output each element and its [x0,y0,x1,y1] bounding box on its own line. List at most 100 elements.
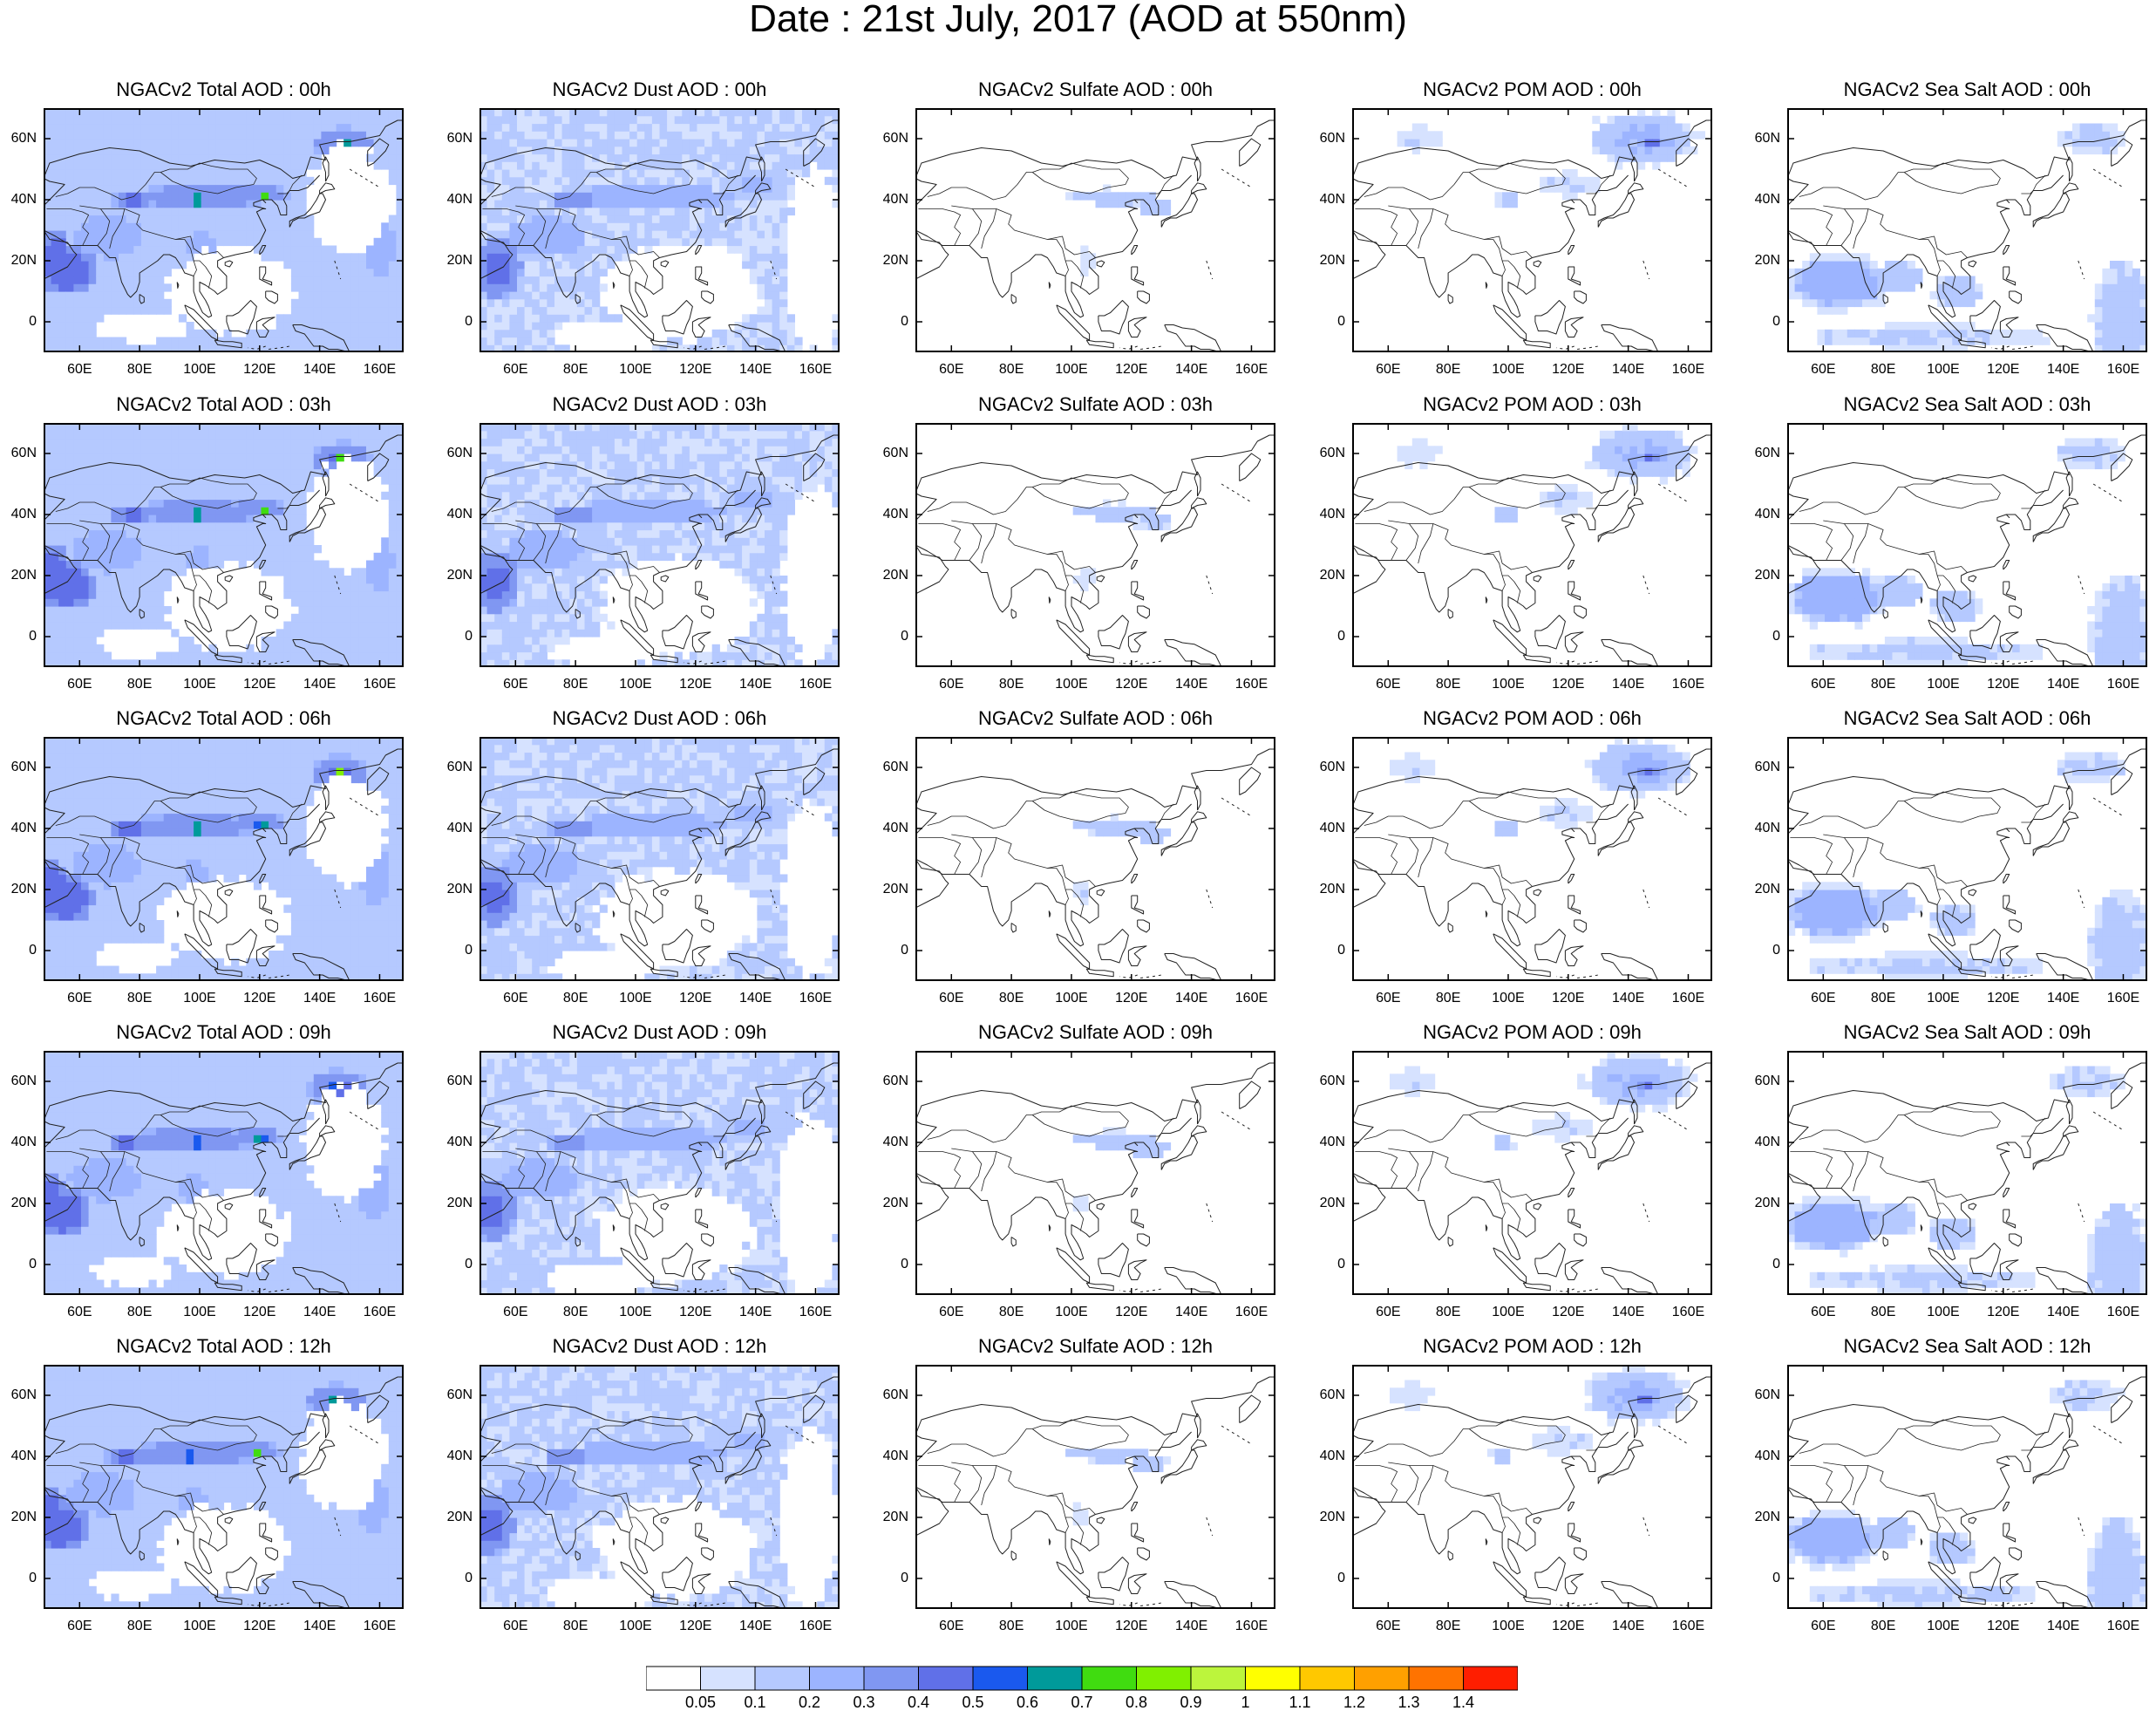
lon-tick-label: 140E [2042,363,2085,377]
aod-map-sea-salt-12h [1787,1365,2147,1609]
colorbar-swatch [864,1667,919,1690]
aod-field [1065,185,1171,277]
colorbar-tick-label: 1.1 [1274,1694,1326,1710]
lon-tick-label: 100E [178,1619,221,1633]
aod-map-sulfate-09h [915,1051,1275,1295]
lon-tick-label: 100E [178,992,221,1005]
axis-ticks [915,108,1275,352]
aod-map-total-09h [44,1051,404,1295]
lat-tick-label: 0 [436,1258,473,1271]
lat-tick-label: 60N [0,132,37,146]
aod-field [1398,423,1698,522]
lat-tick-label: 60N [1744,446,1780,460]
panel-title: NGACv2 POM AOD : 00h [1335,78,1730,101]
lat-tick-label: 40N [0,1449,37,1463]
lon-tick-label: 120E [1547,1305,1590,1319]
lon-tick-label: 120E [238,1305,282,1319]
lat-tick-label: 20N [0,1510,37,1524]
panel-title: NGACv2 Sulfate AOD : 09h [898,1021,1293,1044]
lat-tick-label: 60N [872,446,908,460]
lon-tick-label: 80E [554,1305,597,1319]
panel-title: NGACv2 Sea Salt AOD : 12h [1770,1335,2156,1358]
lon-tick-label: 80E [990,678,1033,692]
lon-tick-label: 140E [734,1305,778,1319]
lon-tick-label: 80E [990,1619,1033,1633]
lat-tick-label: 20N [1744,1196,1780,1210]
lon-tick-label: 120E [674,1305,718,1319]
lat-tick-label: 60N [1744,1388,1780,1402]
colorbar-tick-label: 1.2 [1329,1694,1381,1710]
lon-tick-label: 60E [1366,363,1410,377]
coastlines [915,435,1275,667]
lon-tick-label: 100E [178,678,221,692]
lon-tick-label: 60E [1366,678,1410,692]
lon-tick-label: 140E [1607,1305,1650,1319]
lat-tick-label: 0 [0,1258,37,1271]
lon-tick-label: 160E [793,1619,837,1633]
colorbar-swatch [1028,1667,1083,1690]
lon-tick-label: 160E [357,992,401,1005]
coastlines [915,749,1275,981]
lon-tick-label: 60E [493,678,537,692]
lat-tick-label: 0 [1744,944,1780,958]
lon-tick-label: 80E [1426,1305,1470,1319]
colorbar-swatch [1191,1667,1246,1690]
lon-tick-label: 100E [1050,992,1093,1005]
lat-tick-label: 20N [872,883,908,896]
lon-tick-label: 160E [357,678,401,692]
lon-tick-label: 60E [493,1619,537,1633]
lat-tick-label: 20N [436,1196,473,1210]
lon-tick-label: 80E [554,1619,597,1633]
map-frame [916,1366,1275,1608]
lat-tick-label: 40N [1744,821,1780,835]
lat-tick-label: 0 [1309,944,1345,958]
colorbar-tick-label: 0.5 [947,1694,999,1710]
lon-tick-label: 100E [614,1619,657,1633]
lon-tick-label: 60E [929,1619,973,1633]
lon-tick-label: 120E [1982,363,2025,377]
lat-tick-label: 20N [1309,1196,1345,1210]
aod-map-pom-00h [1352,108,1712,352]
panel-title: NGACv2 Sulfate AOD : 12h [898,1335,1293,1358]
lat-tick-label: 40N [1309,1449,1345,1463]
lon-tick-label: 120E [1982,992,2025,1005]
lat-tick-label: 60N [872,132,908,146]
lat-tick-label: 20N [1744,1510,1780,1524]
lat-tick-label: 40N [1309,821,1345,835]
lon-tick-label: 60E [58,1305,101,1319]
lon-tick-label: 140E [1170,1305,1214,1319]
aod-field [479,108,840,352]
colorbar-tick-label: 1 [1220,1694,1272,1710]
aod-field [1398,108,1705,208]
panel-title: NGACv2 POM AOD : 12h [1335,1335,1730,1358]
colorbar-swatch [701,1667,756,1690]
lon-tick-label: 60E [58,992,101,1005]
lat-tick-label: 0 [872,630,908,644]
aod-field [1787,1380,2147,1610]
lat-tick-label: 40N [1309,1135,1345,1149]
map-frame [916,738,1275,980]
lat-tick-label: 20N [872,254,908,268]
aod-map-pom-09h [1352,1051,1712,1295]
aod-map-dust-09h [479,1051,840,1295]
lon-tick-label: 80E [1861,363,1905,377]
lat-tick-label: 40N [872,1135,908,1149]
lon-tick-label: 160E [1666,992,1710,1005]
lat-tick-label: 20N [872,1196,908,1210]
lon-tick-label: 100E [1921,678,1965,692]
lon-tick-label: 60E [929,363,973,377]
lat-tick-label: 0 [436,315,473,329]
panel-title: NGACv2 POM AOD : 09h [1335,1021,1730,1044]
lon-tick-label: 60E [929,1305,973,1319]
aod-map-total-03h [44,423,404,667]
lon-tick-label: 160E [1666,363,1710,377]
lon-tick-label: 80E [118,992,161,1005]
panel-title: NGACv2 Dust AOD : 09h [462,1021,857,1044]
lat-tick-label: 40N [436,821,473,835]
colorbar-tick-label: 0.6 [1002,1694,1054,1710]
panel-title: NGACv2 Total AOD : 03h [26,393,421,416]
lon-tick-label: 120E [1110,678,1153,692]
lat-tick-label: 0 [0,315,37,329]
lon-tick-label: 60E [1801,1305,1845,1319]
colorbar-swatch [1246,1667,1301,1690]
